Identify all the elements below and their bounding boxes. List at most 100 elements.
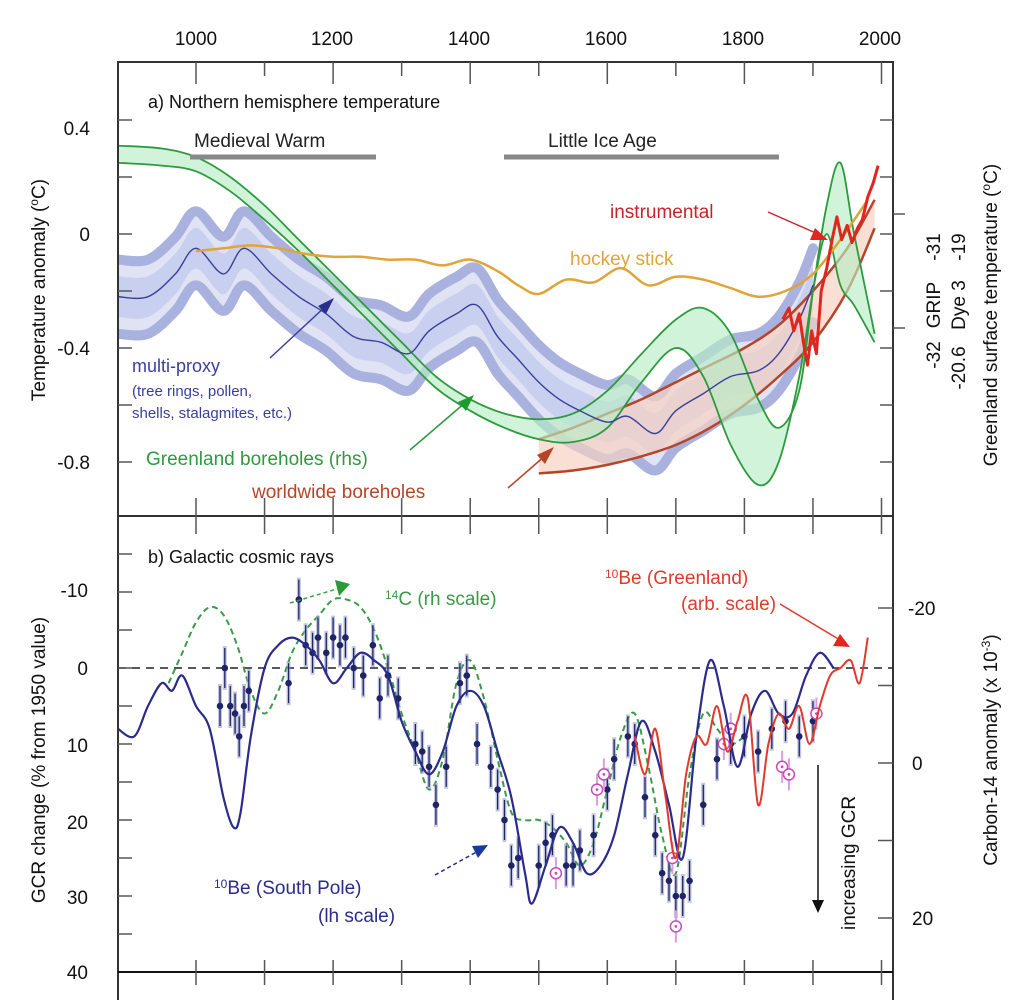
y-tick-label: 0	[79, 225, 90, 246]
panel-a-right-axis-label: Greenland surface temperature (oC)	[979, 164, 1002, 466]
open-circle-center	[602, 773, 606, 776]
panel-a-y-tick-labels: 0.4 0 -0.4 -0.8	[57, 119, 90, 474]
panel-b-right-axis-label: Carbon-14 anomaly (x 10-3)	[979, 634, 1002, 865]
worldwide-boreholes-lower	[538, 227, 876, 475]
data-point	[624, 733, 632, 740]
panel-b-arrows	[289, 580, 850, 913]
axis-ticks	[118, 62, 905, 985]
greenland-boreholes-lower	[119, 161, 876, 487]
data-point	[494, 786, 501, 793]
medieval-warm-label: Medieval Warm	[194, 131, 325, 152]
data-point	[610, 755, 618, 763]
open-circle-center	[674, 925, 678, 928]
data-point	[216, 702, 224, 710]
panel-a-plot	[119, 144, 880, 487]
dye3-label: Dye 3	[949, 280, 970, 330]
multi-proxy-line	[119, 247, 814, 435]
data-point	[442, 763, 450, 771]
data-point	[456, 679, 464, 687]
x-tick-label: 1600	[585, 29, 627, 50]
c14-line	[167, 597, 745, 877]
c14-label: 14C (rh scale)	[385, 588, 497, 610]
open-circle-center	[787, 773, 791, 776]
dye3-tick-high: -19	[949, 233, 970, 260]
y-tick-label: 40	[67, 963, 88, 984]
data-point	[231, 710, 239, 717]
open-circle-center	[729, 727, 733, 731]
y-tick-label: -10	[61, 581, 88, 602]
data-point	[508, 862, 515, 869]
data-point	[535, 862, 543, 869]
grip-label: GRIP	[924, 282, 945, 328]
y-tick-label: -0.8	[57, 453, 90, 474]
data-point	[665, 877, 673, 885]
instrumental-line	[781, 165, 880, 367]
data-point	[425, 763, 433, 771]
data-point	[369, 641, 377, 649]
c14-arrow	[289, 587, 341, 604]
be10-south-pole-line	[119, 636, 835, 905]
data-point	[473, 740, 481, 748]
panel-a-y-axis-label: Temperature anomaly (oC)	[27, 179, 50, 401]
x-tick-label: 1000	[175, 29, 217, 50]
be10-south-pole-scale-label: (lh scale)	[318, 906, 395, 927]
greenland-right-axis-labels: -31 GRIP -32 -19 Dye 3 -20.6	[924, 233, 970, 389]
instrumental-label: instrumental	[610, 202, 714, 223]
worldwide-boreholes-arrow	[507, 454, 547, 489]
multi-proxy-arrow	[269, 304, 328, 359]
worldwide-boreholes-arrowhead-icon	[537, 447, 554, 464]
data-point	[501, 816, 508, 824]
data-point	[376, 695, 384, 702]
multi-proxy-label: multi-proxy	[132, 356, 220, 376]
data-point	[285, 679, 292, 687]
be10-greenland-label: 10Be (Greenland)	[605, 567, 748, 589]
plot-frames	[117, 61, 894, 1000]
panel-a-arrows	[269, 211, 828, 489]
panel-a-frame	[117, 61, 894, 517]
instrumental-arrow	[767, 211, 819, 235]
data-point	[235, 733, 243, 740]
right-y-tick-label: -20	[908, 599, 935, 620]
panel-b-right-y-tick-labels: -20 0 20	[908, 599, 935, 930]
data-point	[542, 839, 549, 847]
data-point	[412, 740, 419, 748]
data-point	[342, 634, 349, 641]
panel-b-plot	[119, 577, 892, 943]
data-point	[754, 748, 762, 755]
data-point	[641, 793, 649, 801]
hockey-stick-label: hockey stick	[570, 249, 674, 270]
be10-greenland-arrow	[779, 603, 841, 641]
right-y-tick-label: 20	[912, 909, 933, 930]
y-tick-label: -0.4	[57, 339, 90, 360]
data-point	[651, 831, 659, 839]
data-point	[350, 664, 357, 672]
data-point	[562, 862, 570, 869]
panel-b-y-tick-labels: -10 0 10 20 30 40	[61, 581, 88, 984]
data-point	[240, 702, 248, 710]
y-tick-label: 20	[67, 813, 88, 834]
be10-south-pole-arrowhead-icon	[472, 845, 488, 858]
data-point	[487, 763, 495, 771]
increasing-gcr-label: increasing GCR	[839, 796, 860, 930]
little-ice-age-label: Little Ice Age	[548, 131, 657, 152]
be10-greenland-line	[633, 637, 869, 860]
x-tick-label: 1400	[448, 29, 490, 50]
data-point	[336, 641, 344, 649]
worldwide-boreholes-label: worldwide boreholes	[251, 482, 425, 503]
open-circle-center	[671, 856, 674, 860]
greenland-boreholes-band	[119, 145, 875, 486]
data-point	[686, 877, 693, 885]
data-point	[590, 831, 597, 839]
data-point	[514, 854, 522, 862]
open-circle-center	[780, 765, 784, 769]
y-tick-label: 0	[77, 659, 88, 680]
be10-south-pole-label: 10Be (South Pole)	[214, 877, 362, 899]
y-tick-label: 30	[67, 888, 88, 909]
greenland-boreholes-arrowhead-icon	[458, 395, 474, 411]
data-point	[795, 733, 803, 740]
panel-b-y-axis-label: GCR change (% from 1950 value)	[29, 617, 50, 903]
greenland-boreholes-arrow	[409, 401, 467, 451]
grip-tick-low: -32	[924, 341, 945, 368]
data-point	[432, 801, 440, 809]
